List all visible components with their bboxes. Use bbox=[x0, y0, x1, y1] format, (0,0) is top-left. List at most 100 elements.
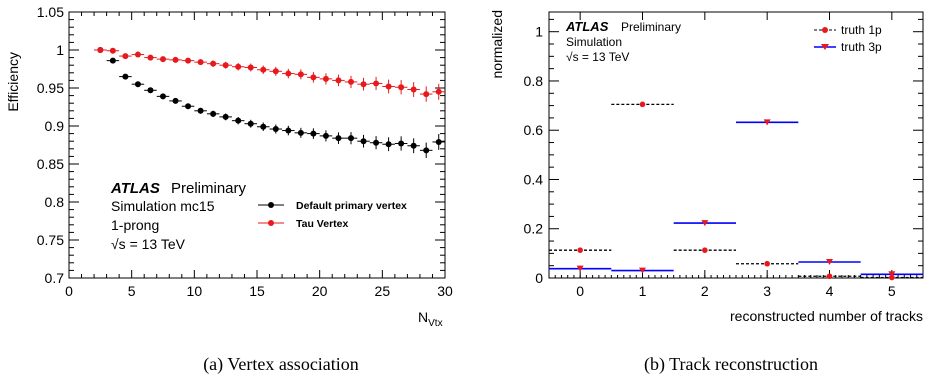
left-point-default-vertex bbox=[348, 135, 354, 142]
left-atlas-line-2: 1-prong bbox=[111, 217, 159, 233]
right-atlas-line-1: Simulation bbox=[566, 35, 622, 49]
left-legend: Default primary vertex Tau Vertex bbox=[258, 200, 407, 230]
left-legend-label-default: Default primary vertex bbox=[296, 200, 407, 212]
left-point-tau-vertex bbox=[335, 77, 342, 84]
left-point-default-vertex bbox=[109, 57, 116, 64]
left-point-default-vertex bbox=[235, 117, 242, 124]
left-y-tick-label: 1 bbox=[56, 42, 64, 58]
left-point-default-vertex bbox=[385, 141, 392, 148]
left-point-tau-vertex bbox=[360, 81, 367, 88]
left-x-tick-label: 5 bbox=[128, 283, 136, 299]
left-point-tau-vertex bbox=[348, 78, 354, 85]
caption-right: (b) Track reconstruction bbox=[644, 354, 818, 375]
right-legend-label-1p: truth 1p bbox=[841, 23, 882, 37]
right-marker-truth-1p bbox=[826, 273, 833, 280]
right-marker-truth-1p bbox=[889, 274, 895, 281]
right-y-axis-label: normalized bbox=[489, 10, 505, 78]
right-y-tick-label: 0.8 bbox=[524, 73, 544, 89]
left-point-tau-vertex bbox=[247, 64, 254, 71]
right-chart: 0 1 2 3 4 5 0 0.2 0.4 0.6 0.8 1 normalized reconstr… bbox=[489, 10, 924, 324]
right-marker-truth-3p bbox=[826, 258, 833, 265]
left-point-default-vertex bbox=[197, 107, 204, 114]
left-point-tau-vertex bbox=[97, 47, 104, 53]
left-x-tick-label: 20 bbox=[312, 283, 328, 299]
left-atlas-line-1: Simulation mc15 bbox=[111, 198, 215, 214]
left-atlas-label: ATLAS Preliminary Simulation mc15 1-pron… bbox=[110, 180, 247, 252]
right-atlas-tag: Preliminary bbox=[621, 20, 681, 34]
right-marker-truth-1p bbox=[639, 101, 646, 108]
left-x-tick-label: 15 bbox=[249, 283, 265, 299]
left-point-tau-vertex bbox=[297, 71, 304, 78]
left-point-tau-vertex bbox=[410, 86, 417, 93]
right-x-tick-label: 1 bbox=[639, 283, 647, 299]
left-point-default-vertex bbox=[297, 129, 304, 136]
left-point-tau-vertex bbox=[160, 56, 166, 63]
left-point-default-vertex bbox=[122, 73, 129, 80]
left-point-default-vertex bbox=[222, 113, 229, 120]
left-point-tau-vertex bbox=[260, 66, 267, 73]
right-series bbox=[549, 101, 923, 281]
right-x-tick-label: 2 bbox=[701, 283, 709, 299]
left-series bbox=[94, 47, 445, 158]
left-point-default-vertex bbox=[134, 81, 141, 88]
right-marker-truth-3p bbox=[763, 119, 771, 126]
left-x-axis-label-sub: Vtx bbox=[428, 318, 442, 329]
right-x-axis-label: reconstructed number of tracks bbox=[730, 308, 923, 324]
left-point-tau-vertex bbox=[172, 56, 179, 63]
right-marker-truth-1p bbox=[702, 247, 708, 253]
left-point-tau-vertex bbox=[285, 70, 292, 77]
left-point-tau-vertex bbox=[185, 57, 192, 64]
left-point-tau-vertex bbox=[373, 80, 380, 87]
left-point-tau-vertex bbox=[109, 47, 116, 54]
left-point-default-vertex bbox=[423, 147, 430, 154]
right-marker-truth-3p bbox=[888, 271, 896, 278]
left-y-tick-label: 0.75 bbox=[37, 232, 64, 248]
right-atlas-line-2: √s = 13 TeV bbox=[566, 50, 629, 64]
right-y-tick-label: 0 bbox=[535, 270, 543, 286]
right-atlas-label: ATLAS Preliminary Simulation √s = 13 TeV bbox=[565, 19, 681, 64]
caption-left: (a) Vertex association bbox=[203, 354, 359, 375]
left-point-tau-vertex bbox=[435, 88, 442, 95]
left-point-tau-vertex bbox=[398, 84, 405, 91]
left-x-axis-label: NVtx bbox=[418, 309, 443, 329]
right-marker-truth-3p bbox=[701, 220, 709, 227]
right-legend: truth 1p truth 3p bbox=[814, 23, 882, 54]
right-legend-label-3p: truth 3p bbox=[841, 40, 882, 54]
left-y-tick-label: 1.05 bbox=[37, 4, 64, 20]
left-y-axis-label: Efficiency bbox=[5, 52, 21, 112]
left-y-tick-label: 0.9 bbox=[45, 118, 65, 134]
left-point-tau-vertex bbox=[122, 53, 129, 60]
left-point-default-vertex bbox=[185, 103, 192, 110]
left-point-default-vertex bbox=[260, 123, 267, 130]
right-ticks: 0 1 2 3 4 5 0 0.2 0.4 0.6 0.8 1 bbox=[524, 12, 923, 299]
left-point-tau-vertex bbox=[134, 51, 141, 58]
left-x-axis-label-main: N bbox=[418, 309, 428, 325]
left-point-default-vertex bbox=[272, 126, 279, 133]
left-y-tick-label: 0.7 bbox=[45, 270, 65, 286]
left-point-default-vertex bbox=[160, 93, 166, 100]
left-point-default-vertex bbox=[147, 87, 154, 94]
left-point-default-vertex bbox=[410, 142, 417, 149]
right-marker-truth-1p bbox=[577, 247, 583, 253]
left-x-tick-label: 25 bbox=[375, 283, 391, 299]
right-y-tick-label: 0.6 bbox=[524, 122, 544, 138]
left-legend-marker-default bbox=[268, 202, 274, 208]
right-marker-truth-3p bbox=[576, 265, 584, 272]
left-legend-label-tau: Tau Vertex bbox=[296, 218, 348, 230]
right-legend-marker-1p bbox=[822, 27, 828, 33]
left-point-default-vertex bbox=[335, 135, 342, 142]
left-x-tick-label: 30 bbox=[437, 283, 453, 299]
left-y-tick-label: 0.85 bbox=[37, 156, 64, 172]
left-y-tick-label: 0.8 bbox=[45, 194, 65, 210]
left-x-tick-label: 10 bbox=[187, 283, 203, 299]
right-x-tick-label: 5 bbox=[888, 283, 896, 299]
left-ticks: 0 5 10 15 20 25 30 0.7 0.75 0.8 0.85 0.9 0.95 1 1.05 bbox=[37, 4, 453, 299]
left-point-tau-vertex bbox=[210, 60, 217, 67]
left-point-default-vertex bbox=[322, 132, 329, 139]
left-atlas-tag: Preliminary bbox=[171, 180, 247, 197]
left-point-default-vertex bbox=[172, 97, 179, 104]
left-point-tau-vertex bbox=[147, 54, 154, 61]
left-point-default-vertex bbox=[247, 120, 254, 127]
left-point-default-vertex bbox=[310, 130, 317, 137]
